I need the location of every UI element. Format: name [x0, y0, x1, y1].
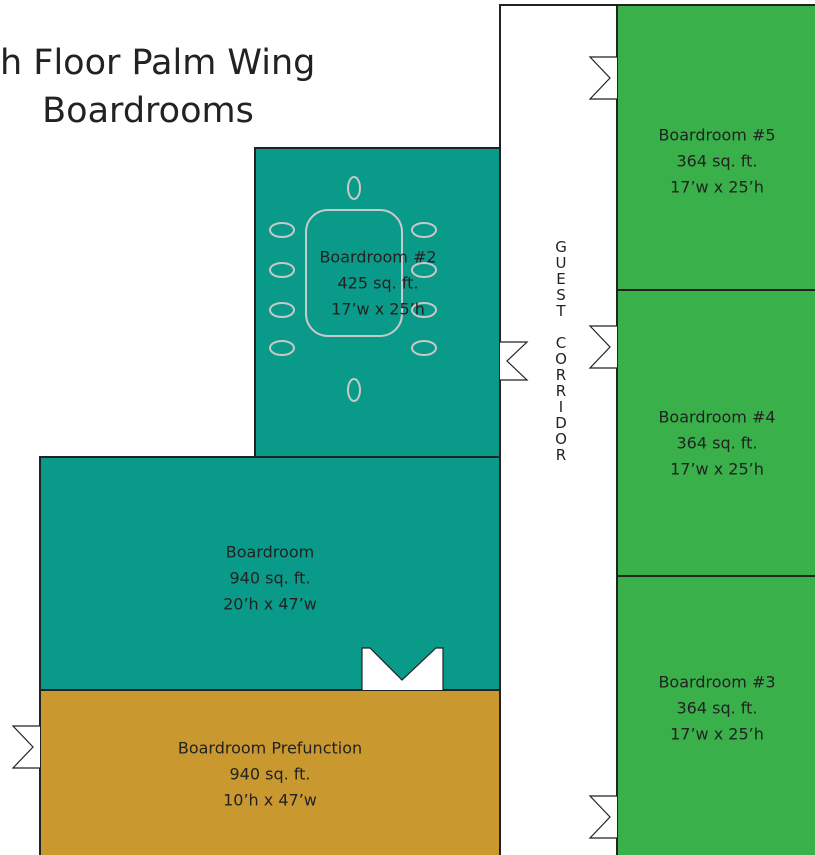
room-3	[616, 575, 815, 855]
room-2	[254, 147, 501, 458]
room-name: Boardroom Prefunction	[178, 739, 362, 758]
room-name: Boardroom #3	[658, 673, 775, 692]
room-dimensions: 10’h x 47’w	[223, 791, 317, 810]
room-area: 364 sq. ft.	[677, 434, 758, 453]
title-line: h Floor Palm Wing	[0, 43, 315, 83]
room-area: 364 sq. ft.	[677, 152, 758, 171]
title-line: Boardrooms	[42, 91, 254, 131]
room-5	[616, 4, 815, 291]
room-prefunction	[39, 689, 501, 855]
room-dimensions: 17’w x 25’h	[670, 725, 764, 744]
room-name: Boardroom #2	[319, 248, 436, 267]
room-dimensions: 17’w x 25’h	[670, 460, 764, 479]
corridor-label: GUEST CORRIDOR	[552, 238, 570, 462]
room-4	[616, 289, 815, 577]
room-area: 940 sq. ft.	[230, 569, 311, 588]
room-name: Boardroom #5	[658, 126, 775, 145]
room-dimensions: 17’w x 25’h	[670, 178, 764, 197]
room-dimensions: 17’w x 25’h	[331, 300, 425, 319]
table-icon	[269, 176, 437, 402]
room-area: 940 sq. ft.	[230, 765, 311, 784]
room-name: Boardroom #4	[658, 408, 775, 427]
corridor	[499, 4, 618, 855]
room-name: Boardroom	[226, 543, 314, 562]
room-area: 425 sq. ft.	[338, 274, 419, 293]
room-area: 364 sq. ft.	[677, 699, 758, 718]
room-boardroom	[39, 456, 501, 691]
room-dimensions: 20’h x 47’w	[223, 595, 317, 614]
doors	[11, 56, 617, 839]
